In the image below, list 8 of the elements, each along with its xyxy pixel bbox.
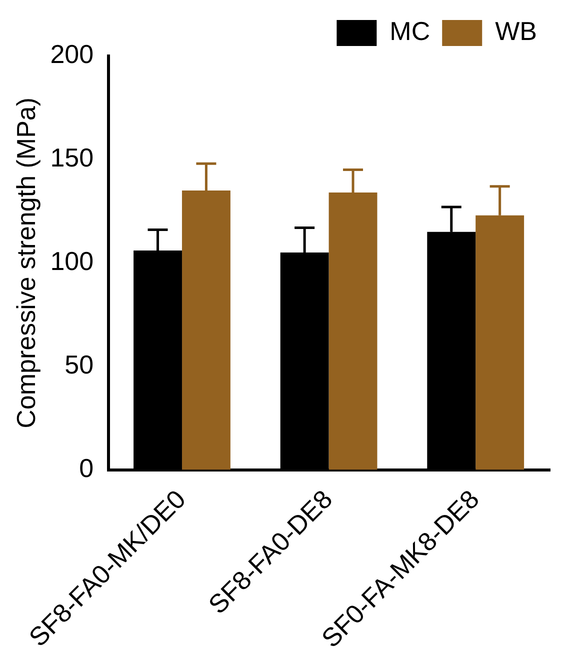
legend-label: MC <box>390 16 430 46</box>
y-axis-title: Compressive strength (MPa) <box>10 97 41 428</box>
y-tick-label: 50 <box>64 350 94 380</box>
legend-label: WB <box>495 16 538 46</box>
y-tick-label: 0 <box>79 452 94 483</box>
y-tick-label: 200 <box>50 39 94 70</box>
y-tick-label: 150 <box>50 142 94 173</box>
y-tick-label: 100 <box>50 246 94 276</box>
